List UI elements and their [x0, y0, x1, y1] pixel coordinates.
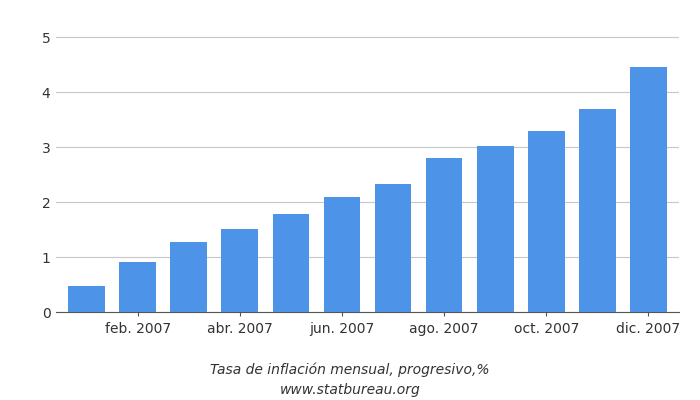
Bar: [221, 228, 258, 312]
Bar: [579, 109, 616, 312]
Bar: [119, 262, 156, 312]
Bar: [374, 184, 412, 312]
Bar: [170, 242, 207, 312]
Text: www.statbureau.org: www.statbureau.org: [279, 383, 421, 397]
Bar: [426, 158, 463, 312]
Bar: [630, 67, 666, 312]
Bar: [323, 197, 360, 312]
Bar: [69, 286, 105, 312]
Bar: [272, 214, 309, 312]
Text: Tasa de inflación mensual, progresivo,%: Tasa de inflación mensual, progresivo,%: [210, 363, 490, 377]
Bar: [477, 146, 514, 312]
Bar: [528, 131, 565, 312]
